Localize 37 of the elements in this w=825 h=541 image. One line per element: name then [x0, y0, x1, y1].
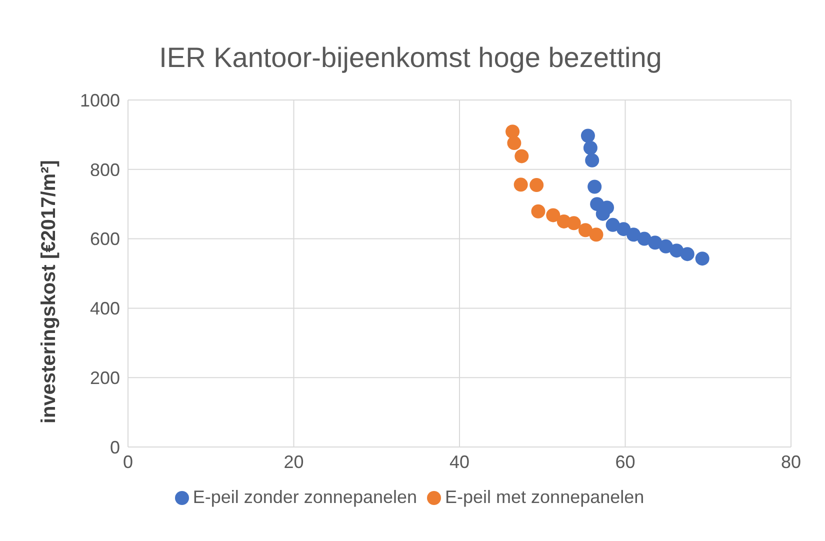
- point: [606, 218, 620, 232]
- point: [531, 204, 546, 218]
- y-tick-label: 1000: [80, 90, 120, 110]
- x-tick-label: 80: [780, 452, 802, 472]
- legend-label: E-peil met zonnepanelen: [445, 487, 644, 507]
- point: [680, 247, 694, 262]
- point: [626, 228, 641, 242]
- point: [588, 180, 602, 194]
- point: [514, 178, 528, 192]
- legend-label: E-peil zonder zonnepanelen: [192, 487, 418, 507]
- point: [589, 228, 604, 242]
- x-tick-label: 40: [449, 452, 470, 472]
- point: [546, 208, 560, 222]
- point: [658, 239, 673, 254]
- y-tick-label: 400: [90, 298, 120, 319]
- y-axis-title: investeringskost [€2017/m²]: [38, 160, 60, 424]
- point: [514, 149, 529, 164]
- point: [583, 140, 598, 155]
- point: [506, 124, 520, 139]
- point: [648, 236, 662, 250]
- y-tick-label: 800: [90, 160, 120, 180]
- point: [507, 136, 522, 150]
- point: [695, 252, 710, 266]
- point: [580, 128, 595, 143]
- point: [530, 178, 544, 192]
- chart-title: IER Kantoor-bijeenkomst hoge bezetting: [158, 42, 663, 74]
- y-tick-label: 200: [90, 368, 120, 388]
- point: [616, 222, 631, 236]
- point: [585, 153, 600, 168]
- y-tick-label: 600: [90, 229, 120, 250]
- x-tick-label: 20: [284, 452, 304, 472]
- point: [566, 216, 581, 230]
- x-tick-label: 0: [122, 452, 134, 472]
- point: [670, 244, 684, 258]
- x-tick-label: 60: [615, 452, 636, 472]
- point: [578, 223, 592, 238]
- y-tick-label: 0: [110, 437, 120, 458]
